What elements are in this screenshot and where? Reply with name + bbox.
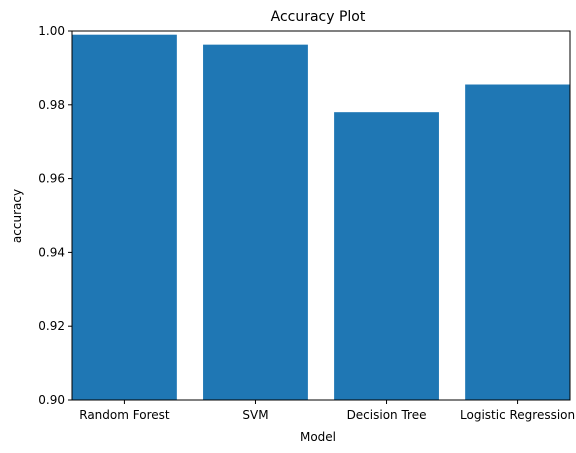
bar-svm <box>203 44 308 400</box>
bar-logistic-regression <box>465 84 570 400</box>
x-axis-label: Model <box>300 430 336 444</box>
y-tick-label: 0.96 <box>38 172 65 186</box>
y-axis: 0.90 0.92 0.94 0.96 0.98 1.00 <box>38 24 72 407</box>
y-tick-label: 0.94 <box>38 245 65 259</box>
x-axis: Random Forest SVM Decision Tree Logistic Re… <box>79 400 575 422</box>
x-tick-label: Logistic Regression <box>460 408 575 422</box>
plot-frame <box>71 30 571 401</box>
x-tick-label: Decision Tree <box>347 408 427 422</box>
chart-title: Accuracy Plot <box>271 9 366 25</box>
x-tick-label: SVM <box>242 408 268 422</box>
y-tick-label: 0.90 <box>38 393 65 407</box>
bar-random-forest <box>72 34 177 400</box>
y-axis-label: accuracy <box>10 189 24 243</box>
y-tick-label: 0.98 <box>38 98 65 112</box>
y-tick-label: 1.00 <box>38 24 65 38</box>
bar-decision-tree <box>334 112 439 401</box>
y-tick-label: 0.92 <box>38 319 65 333</box>
x-tick-label: Random Forest <box>79 408 170 422</box>
plot-area <box>72 34 570 401</box>
